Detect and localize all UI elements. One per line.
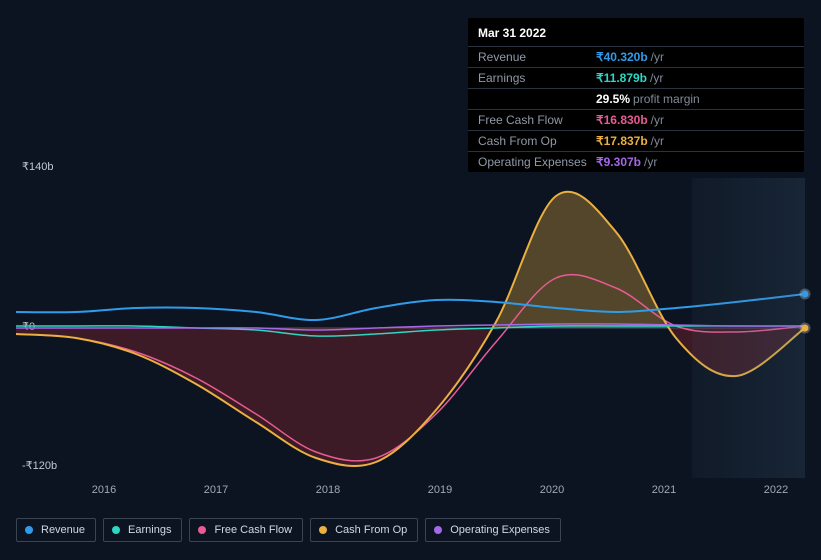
- tooltip-row-value: ₹17.837b: [596, 134, 648, 148]
- tooltip-row-value: 29.5%: [596, 92, 630, 106]
- x-tick-label: 2018: [316, 484, 340, 496]
- legend-dot: [319, 526, 327, 534]
- chart-canvas: [16, 178, 805, 478]
- legend-item[interactable]: Cash From Op: [310, 518, 418, 542]
- tooltip-row-unit: /yr: [651, 113, 664, 127]
- legend-label: Free Cash Flow: [214, 524, 292, 536]
- series-marker: [802, 291, 809, 298]
- tooltip-row-label: Earnings: [478, 71, 596, 85]
- tooltip-row-unit: /yr: [644, 155, 657, 169]
- chart-tooltip: Mar 31 2022 Revenue₹40.320b/yrEarnings₹1…: [468, 18, 804, 172]
- tooltip-row: Cash From Op₹17.837b/yr: [468, 130, 804, 151]
- x-tick-label: 2016: [92, 484, 116, 496]
- legend-dot: [25, 526, 33, 534]
- tooltip-row-unit: /yr: [651, 134, 664, 148]
- tooltip-row: Earnings₹11.879b/yr: [468, 67, 804, 88]
- legend-dot: [112, 526, 120, 534]
- tooltip-row-value: ₹40.320b: [596, 50, 648, 64]
- tooltip-row-label: Cash From Op: [478, 134, 596, 148]
- y-label-top: ₹140b: [22, 160, 53, 173]
- x-axis: 2016 2017 2018 2019 2020 2021 2022: [16, 484, 805, 500]
- legend: Revenue Earnings Free Cash Flow Cash From O…: [16, 518, 561, 542]
- x-tick-label: 2022: [764, 484, 788, 496]
- tooltip-row: Operating Expenses₹9.307b/yr: [468, 151, 804, 172]
- tooltip-row-value: ₹11.879b: [596, 71, 647, 85]
- tooltip-row-unit: /yr: [650, 71, 663, 85]
- legend-label: Revenue: [41, 524, 85, 536]
- legend-dot: [198, 526, 206, 534]
- tooltip-row-unit: profit margin: [633, 92, 700, 106]
- tooltip-row-value: ₹9.307b: [596, 155, 641, 169]
- legend-item[interactable]: Revenue: [16, 518, 96, 542]
- tooltip-row-unit: /yr: [651, 50, 664, 64]
- chart-svg: [16, 178, 805, 478]
- tooltip-date: Mar 31 2022: [468, 24, 804, 46]
- tooltip-row-value: ₹16.830b: [596, 113, 648, 127]
- tooltip-row-label: [478, 92, 596, 106]
- legend-label: Earnings: [128, 524, 171, 536]
- tooltip-row: Revenue₹40.320b/yr: [468, 46, 804, 67]
- tooltip-row-label: Operating Expenses: [478, 155, 596, 169]
- legend-label: Operating Expenses: [450, 524, 550, 536]
- x-tick-label: 2019: [428, 484, 452, 496]
- legend-item[interactable]: Earnings: [103, 518, 182, 542]
- tooltip-row: 29.5%profit margin: [468, 88, 804, 109]
- legend-item[interactable]: Operating Expenses: [425, 518, 561, 542]
- revenue-line: [16, 294, 805, 320]
- x-tick-label: 2020: [540, 484, 564, 496]
- x-tick-label: 2021: [652, 484, 676, 496]
- tooltip-row-label: Free Cash Flow: [478, 113, 596, 127]
- legend-label: Cash From Op: [335, 524, 407, 536]
- legend-dot: [434, 526, 442, 534]
- legend-item[interactable]: Free Cash Flow: [189, 518, 303, 542]
- tooltip-row: Free Cash Flow₹16.830b/yr: [468, 109, 804, 130]
- series-marker: [802, 325, 809, 332]
- x-tick-label: 2017: [204, 484, 228, 496]
- tooltip-row-label: Revenue: [478, 50, 596, 64]
